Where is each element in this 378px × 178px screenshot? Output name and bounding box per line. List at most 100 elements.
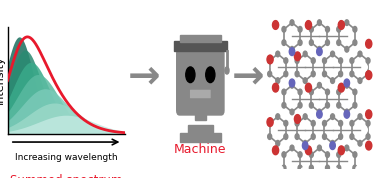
Bar xyxy=(195,109,206,120)
Circle shape xyxy=(350,134,354,139)
Circle shape xyxy=(302,142,308,150)
Circle shape xyxy=(345,109,349,115)
Circle shape xyxy=(322,134,327,139)
Circle shape xyxy=(325,89,330,95)
Circle shape xyxy=(337,40,341,45)
Circle shape xyxy=(344,79,350,87)
Circle shape xyxy=(358,140,362,146)
Circle shape xyxy=(339,121,342,126)
Circle shape xyxy=(338,21,344,29)
Circle shape xyxy=(318,145,321,151)
Circle shape xyxy=(338,146,344,155)
Circle shape xyxy=(206,67,215,83)
Circle shape xyxy=(318,172,321,177)
Circle shape xyxy=(345,46,349,52)
Circle shape xyxy=(318,46,321,52)
Circle shape xyxy=(303,140,307,146)
Circle shape xyxy=(295,121,299,126)
Circle shape xyxy=(294,52,301,61)
Circle shape xyxy=(284,71,288,77)
Circle shape xyxy=(353,165,357,171)
Circle shape xyxy=(271,96,275,101)
Bar xyxy=(188,125,213,135)
Circle shape xyxy=(298,165,302,171)
Circle shape xyxy=(366,58,370,63)
Circle shape xyxy=(318,109,321,115)
FancyBboxPatch shape xyxy=(190,90,211,98)
Circle shape xyxy=(294,115,301,123)
Circle shape xyxy=(366,121,370,126)
Bar xyxy=(180,35,221,42)
Circle shape xyxy=(337,165,341,171)
Circle shape xyxy=(358,114,362,119)
Circle shape xyxy=(271,127,275,133)
Circle shape xyxy=(309,40,313,45)
Circle shape xyxy=(298,152,302,157)
Circle shape xyxy=(267,55,273,64)
Circle shape xyxy=(276,51,280,57)
Circle shape xyxy=(331,78,335,83)
Circle shape xyxy=(345,172,349,177)
Circle shape xyxy=(364,64,367,70)
Circle shape xyxy=(330,142,335,150)
Bar xyxy=(174,41,227,51)
Circle shape xyxy=(331,140,335,146)
Circle shape xyxy=(290,109,294,115)
Circle shape xyxy=(337,152,341,157)
Circle shape xyxy=(366,110,372,119)
Y-axis label: Intensity: Intensity xyxy=(0,56,5,104)
Circle shape xyxy=(303,114,307,119)
Circle shape xyxy=(353,27,357,32)
Circle shape xyxy=(298,27,302,32)
Circle shape xyxy=(364,96,367,101)
Circle shape xyxy=(276,140,280,146)
Circle shape xyxy=(364,127,367,133)
Circle shape xyxy=(282,89,286,95)
Circle shape xyxy=(317,48,322,56)
Circle shape xyxy=(309,152,313,157)
Text: Machine: Machine xyxy=(174,143,226,156)
Circle shape xyxy=(284,58,288,63)
Circle shape xyxy=(268,134,272,139)
Circle shape xyxy=(350,58,354,63)
Circle shape xyxy=(282,103,286,108)
Circle shape xyxy=(268,71,272,77)
Circle shape xyxy=(301,17,305,23)
Circle shape xyxy=(344,110,350,118)
Circle shape xyxy=(358,78,362,83)
Circle shape xyxy=(301,168,305,174)
Circle shape xyxy=(303,51,307,57)
Circle shape xyxy=(295,134,299,139)
Circle shape xyxy=(337,103,341,108)
Circle shape xyxy=(353,40,357,45)
Circle shape xyxy=(311,121,315,126)
Circle shape xyxy=(271,64,275,70)
Circle shape xyxy=(303,78,307,83)
Circle shape xyxy=(318,20,321,25)
Circle shape xyxy=(325,27,330,32)
Circle shape xyxy=(290,172,294,177)
Circle shape xyxy=(334,17,338,23)
Circle shape xyxy=(317,110,322,118)
Circle shape xyxy=(282,27,286,32)
Circle shape xyxy=(325,165,330,171)
Circle shape xyxy=(289,79,295,87)
Circle shape xyxy=(311,71,315,77)
FancyBboxPatch shape xyxy=(177,49,224,115)
Circle shape xyxy=(337,89,341,95)
Circle shape xyxy=(366,134,370,139)
Circle shape xyxy=(366,71,372,80)
Circle shape xyxy=(358,51,362,57)
Circle shape xyxy=(322,121,327,126)
Circle shape xyxy=(305,146,311,155)
Circle shape xyxy=(268,58,272,63)
Circle shape xyxy=(339,58,342,63)
Circle shape xyxy=(350,71,354,77)
Circle shape xyxy=(322,58,327,63)
Circle shape xyxy=(353,103,357,108)
Circle shape xyxy=(339,134,342,139)
Circle shape xyxy=(325,40,330,45)
Circle shape xyxy=(309,27,313,32)
Circle shape xyxy=(295,58,299,63)
Circle shape xyxy=(345,20,349,25)
